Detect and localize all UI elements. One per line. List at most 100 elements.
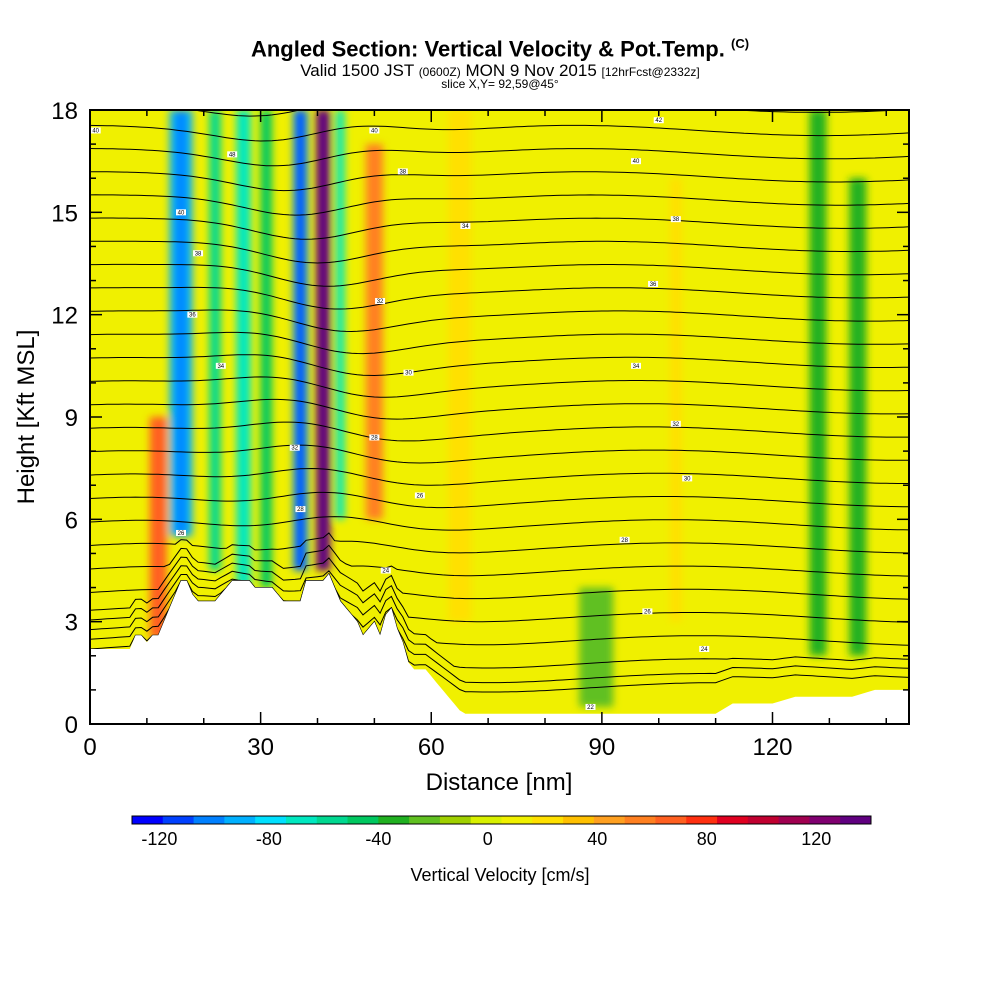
colorbar-frame <box>131 815 872 825</box>
theta-contour-23 <box>90 171 909 192</box>
y-tick-label: 18 <box>51 98 78 125</box>
theta-contour-15 <box>90 354 909 377</box>
contour-label-text: 24 <box>701 647 708 653</box>
colorbar-tick-label: 80 <box>697 829 717 849</box>
contour-label-text: 32 <box>672 422 679 428</box>
contour-label-text: 24 <box>382 569 389 575</box>
contour-label-text: 22 <box>587 705 594 711</box>
colorbar-tick-label: -120 <box>141 829 177 849</box>
colorbar-tick-label: 40 <box>587 829 607 849</box>
contour-label-text: 32 <box>377 299 384 305</box>
contour-label-18: 40 <box>631 158 641 165</box>
colorbar-swatch <box>778 816 810 824</box>
contour-label-0: 40 <box>90 127 101 134</box>
contour-label-text: 48 <box>229 152 236 158</box>
valid-date-text: MON 9 Nov 2015 <box>465 61 597 80</box>
x-tick-label: 120 <box>752 734 792 761</box>
y-tick-label: 9 <box>65 405 78 432</box>
theta-contour-17 <box>90 309 909 333</box>
y-tick-label: 12 <box>51 303 78 330</box>
contour-label-10: 38 <box>397 168 408 175</box>
chart-title-text: Angled Section: Vertical Velocity & Pot.… <box>250 36 725 62</box>
colorbar-swatch <box>624 816 656 824</box>
colorbar-swatch <box>439 816 472 824</box>
contour-label-20: 36 <box>648 280 659 288</box>
contour-label-15: 26 <box>414 492 425 499</box>
contour-label-8: 26 <box>176 529 186 537</box>
colorbar: -120 -80 -40 0 40 80 120 <box>131 815 872 849</box>
contour-label-text: 38 <box>672 217 679 223</box>
theta-contour-10 <box>90 467 909 486</box>
velocity-feature-7 <box>365 144 383 520</box>
contour-label-text: 40 <box>371 128 378 134</box>
contour-label-25: 26 <box>642 608 653 615</box>
terrain <box>90 573 909 724</box>
contour-label-21: 34 <box>631 362 641 370</box>
theta-contour-8 <box>90 516 909 531</box>
x-tick-label: 90 <box>589 734 616 761</box>
contour-label-12: 32 <box>375 298 386 305</box>
contour-label-22: 32 <box>670 420 681 428</box>
colorbar-label: Vertical Velocity [cm/s] <box>410 865 589 885</box>
theta-contour-7 <box>90 532 909 554</box>
velocity-core-4 <box>297 110 304 571</box>
theta-contour-20 <box>90 240 909 264</box>
contour-label-27: 22 <box>585 703 596 711</box>
contour-label-text: 40 <box>633 159 640 165</box>
contour-label-text: 28 <box>621 538 628 544</box>
colorbar-swatch <box>255 816 287 824</box>
contour-label-6: 32 <box>289 444 300 452</box>
y-tick-label: 0 <box>65 712 78 739</box>
contour-labels: 40 48 40 38 36 34 32 28 26 40 38 34 32 30 28 26 24 42 40 38… <box>90 117 710 711</box>
contour-label-text: 26 <box>417 493 424 499</box>
colorbar-swatch <box>162 816 195 824</box>
contour-label-text: 38 <box>195 251 202 257</box>
colorbar-tick-label: 0 <box>483 829 493 849</box>
contour-label-text: 32 <box>291 446 298 452</box>
colorbar-swatch <box>193 816 225 824</box>
x-tick-label: 0 <box>83 734 96 761</box>
theta-contour-19 <box>90 263 909 287</box>
valid-time-text: Valid 1500 JST <box>300 61 414 80</box>
colorbar-swatch <box>717 816 749 824</box>
contour-label-text: 42 <box>655 118 662 124</box>
velocity-feature-13 <box>849 178 867 656</box>
colorbar-swatch <box>409 816 441 824</box>
colorbar-swatch <box>378 816 410 824</box>
theta-contour-14 <box>90 376 909 398</box>
contour-label-text: 26 <box>644 609 651 615</box>
velocity-core-0 <box>176 110 186 537</box>
contour-label-text: 28 <box>371 435 378 441</box>
contour-label-text: 30 <box>684 476 691 482</box>
contour-label-text: 34 <box>462 224 469 230</box>
contour-label-11: 34 <box>460 222 471 230</box>
theta-contour-18 <box>90 286 909 310</box>
terrain-fill <box>90 573 909 724</box>
contour-label-13: 30 <box>403 369 414 377</box>
contour-label-1: 48 <box>227 151 238 158</box>
y-tick-label: 3 <box>65 610 78 637</box>
contour-label-text: 26 <box>178 531 185 537</box>
velocity-feature-10 <box>650 110 668 622</box>
contour-label-7: 28 <box>295 506 306 513</box>
colorbar-swatch <box>747 816 780 824</box>
velocity-feature-12 <box>809 110 827 656</box>
colorbar-swatch <box>132 816 164 824</box>
contour-label-4: 36 <box>187 311 198 319</box>
valid-utc-text: (0600Z) <box>418 65 461 79</box>
colorbar-swatch <box>593 816 626 824</box>
theta-contour-16 <box>90 331 909 355</box>
theta-contour-11 <box>90 444 909 464</box>
colorbar-tick-label: 120 <box>801 829 831 849</box>
contour-label-14: 28 <box>369 434 380 441</box>
contour-label-5: 34 <box>215 362 226 370</box>
colorbar-swatch <box>470 816 502 824</box>
contour-label-text: 40 <box>92 128 99 134</box>
theta-contour-22 <box>90 194 909 216</box>
theta-contour-9 <box>90 491 909 509</box>
contour-label-24: 28 <box>619 536 630 544</box>
theta-contour-5 <box>90 556 909 600</box>
theta-contour-25 <box>90 124 909 142</box>
theta-contour-4 <box>90 565 909 623</box>
